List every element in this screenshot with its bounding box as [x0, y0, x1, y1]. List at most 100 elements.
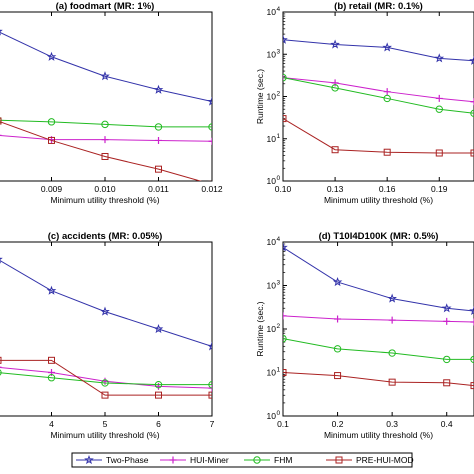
- data-point: [469, 305, 474, 316]
- legend-label: HUI-Miner: [190, 455, 229, 465]
- x-tick-label: 0.13: [327, 184, 344, 194]
- x-tick-label: 0.19: [431, 184, 448, 194]
- data-point: [388, 378, 396, 386]
- data-point: [47, 118, 56, 126]
- y-axis-label: Runtime (sec.): [255, 301, 265, 356]
- y-tick-exponent: 2: [277, 323, 281, 330]
- data-point: [46, 51, 57, 61]
- series-line-star: [0, 31, 212, 103]
- y-tick-exponent: 4: [277, 236, 281, 243]
- data-point: [207, 96, 212, 106]
- series-line-circle: [283, 77, 474, 114]
- x-axis-label: Minimum utility threshold (%): [324, 430, 433, 440]
- data-point: [48, 356, 55, 364]
- data-point: [331, 146, 339, 154]
- data-point: [154, 123, 163, 131]
- data-point: [283, 312, 287, 320]
- subplot-3: (c) accidents (MR: 0.05%) 4 5 6 7 Minimum uti…: [0, 231, 215, 440]
- y-tick-label: 10: [267, 324, 277, 334]
- subplot-2: (b) retail (MR: 0.1%) 0.10 0.13 0.16 0.19Min…: [255, 1, 474, 205]
- data-point: [155, 391, 162, 399]
- data-point: [101, 391, 109, 399]
- y-tick-exponent: 3: [277, 48, 281, 55]
- data-point: [434, 53, 445, 63]
- x-tick-label: 6: [156, 419, 161, 429]
- legend-box: [71, 452, 413, 468]
- series-line-circle: [0, 119, 212, 128]
- y-tick-label: 10: [267, 237, 277, 247]
- data-point: [388, 349, 396, 357]
- series-line-square: [283, 118, 474, 154]
- subplots: (a) foodmart (MR: 1%) 0.009 0.010 0.011 0.01…: [0, 1, 474, 440]
- subplot-4: (d) T10I4D100K (MR: 0.5%) 0.1 0.2 0.3 0.4 Min…: [255, 231, 474, 440]
- data-point: [101, 379, 109, 387]
- legend-marker: [335, 456, 343, 464]
- data-point: [435, 149, 443, 157]
- x-tick-label: 0.16: [379, 184, 396, 194]
- series-group: [283, 242, 474, 390]
- data-point: [331, 79, 339, 87]
- series-line-circle: [283, 338, 474, 360]
- legend-label: FHM: [274, 455, 292, 465]
- x-tick-label: 0.3: [386, 419, 398, 429]
- x-tick-label: 0.012: [201, 184, 223, 194]
- series-line-square: [283, 372, 474, 387]
- x-axis-label: Minimum utility threshold (%): [50, 195, 159, 205]
- x-tick-label: 0.010: [94, 184, 116, 194]
- data-point: [470, 382, 474, 390]
- legend-marker: [169, 456, 177, 464]
- data-point: [333, 345, 342, 353]
- data-point: [441, 303, 452, 313]
- data-point: [47, 374, 56, 382]
- data-point: [331, 84, 339, 92]
- series-group: [0, 257, 212, 399]
- y-tick-label: 10: [267, 92, 277, 102]
- data-point: [153, 84, 164, 94]
- x-axis-label: Minimum utility threshold (%): [50, 430, 159, 440]
- x-tick-label: 0.011: [148, 184, 169, 194]
- series-group: [0, 29, 212, 181]
- data-point: [283, 115, 287, 123]
- data-point: [470, 318, 474, 326]
- x-tick-label: 0.4: [441, 419, 453, 429]
- legend-label: Two-Phase: [106, 455, 149, 465]
- x-tick-label: 0.009: [41, 184, 63, 194]
- data-point: [334, 315, 342, 323]
- chart-title: (d) T10I4D100K (MR: 0.5%): [319, 231, 439, 242]
- y-tick-exponent: 3: [277, 280, 281, 287]
- data-point: [153, 323, 164, 334]
- data-point: [100, 71, 110, 81]
- y-tick-label: 10: [267, 49, 277, 59]
- y-tick-exponent: 1: [277, 367, 281, 374]
- data-point: [334, 372, 342, 380]
- data-point: [208, 137, 212, 145]
- chart-title: (a) foodmart (MR: 1%): [56, 1, 155, 12]
- data-point: [154, 380, 163, 389]
- data-point: [0, 356, 2, 364]
- series-line-star: [0, 259, 212, 347]
- data-point: [0, 117, 2, 125]
- series-line-square: [0, 121, 202, 181]
- y-tick-label: 10: [267, 281, 277, 291]
- data-point: [383, 88, 391, 96]
- data-point: [330, 39, 340, 49]
- legend-marker: [84, 454, 94, 465]
- series-line-square: [0, 359, 212, 396]
- chart-title: (c) accidents (MR: 0.05%): [48, 231, 163, 242]
- data-point: [283, 73, 287, 82]
- series-group: [283, 34, 474, 157]
- data-point: [332, 277, 343, 287]
- y-tick-label: 10: [267, 368, 277, 378]
- x-axis-label: Minimum utility threshold (%): [324, 195, 433, 205]
- y-tick-exponent: 1: [277, 133, 281, 140]
- data-point: [155, 136, 162, 144]
- data-point: [382, 42, 392, 52]
- data-point: [208, 391, 212, 399]
- data-point: [283, 34, 288, 44]
- data-point: [0, 29, 3, 36]
- y-tick-label: 10: [267, 134, 277, 144]
- series-line-star: [283, 247, 474, 312]
- data-point: [388, 316, 396, 324]
